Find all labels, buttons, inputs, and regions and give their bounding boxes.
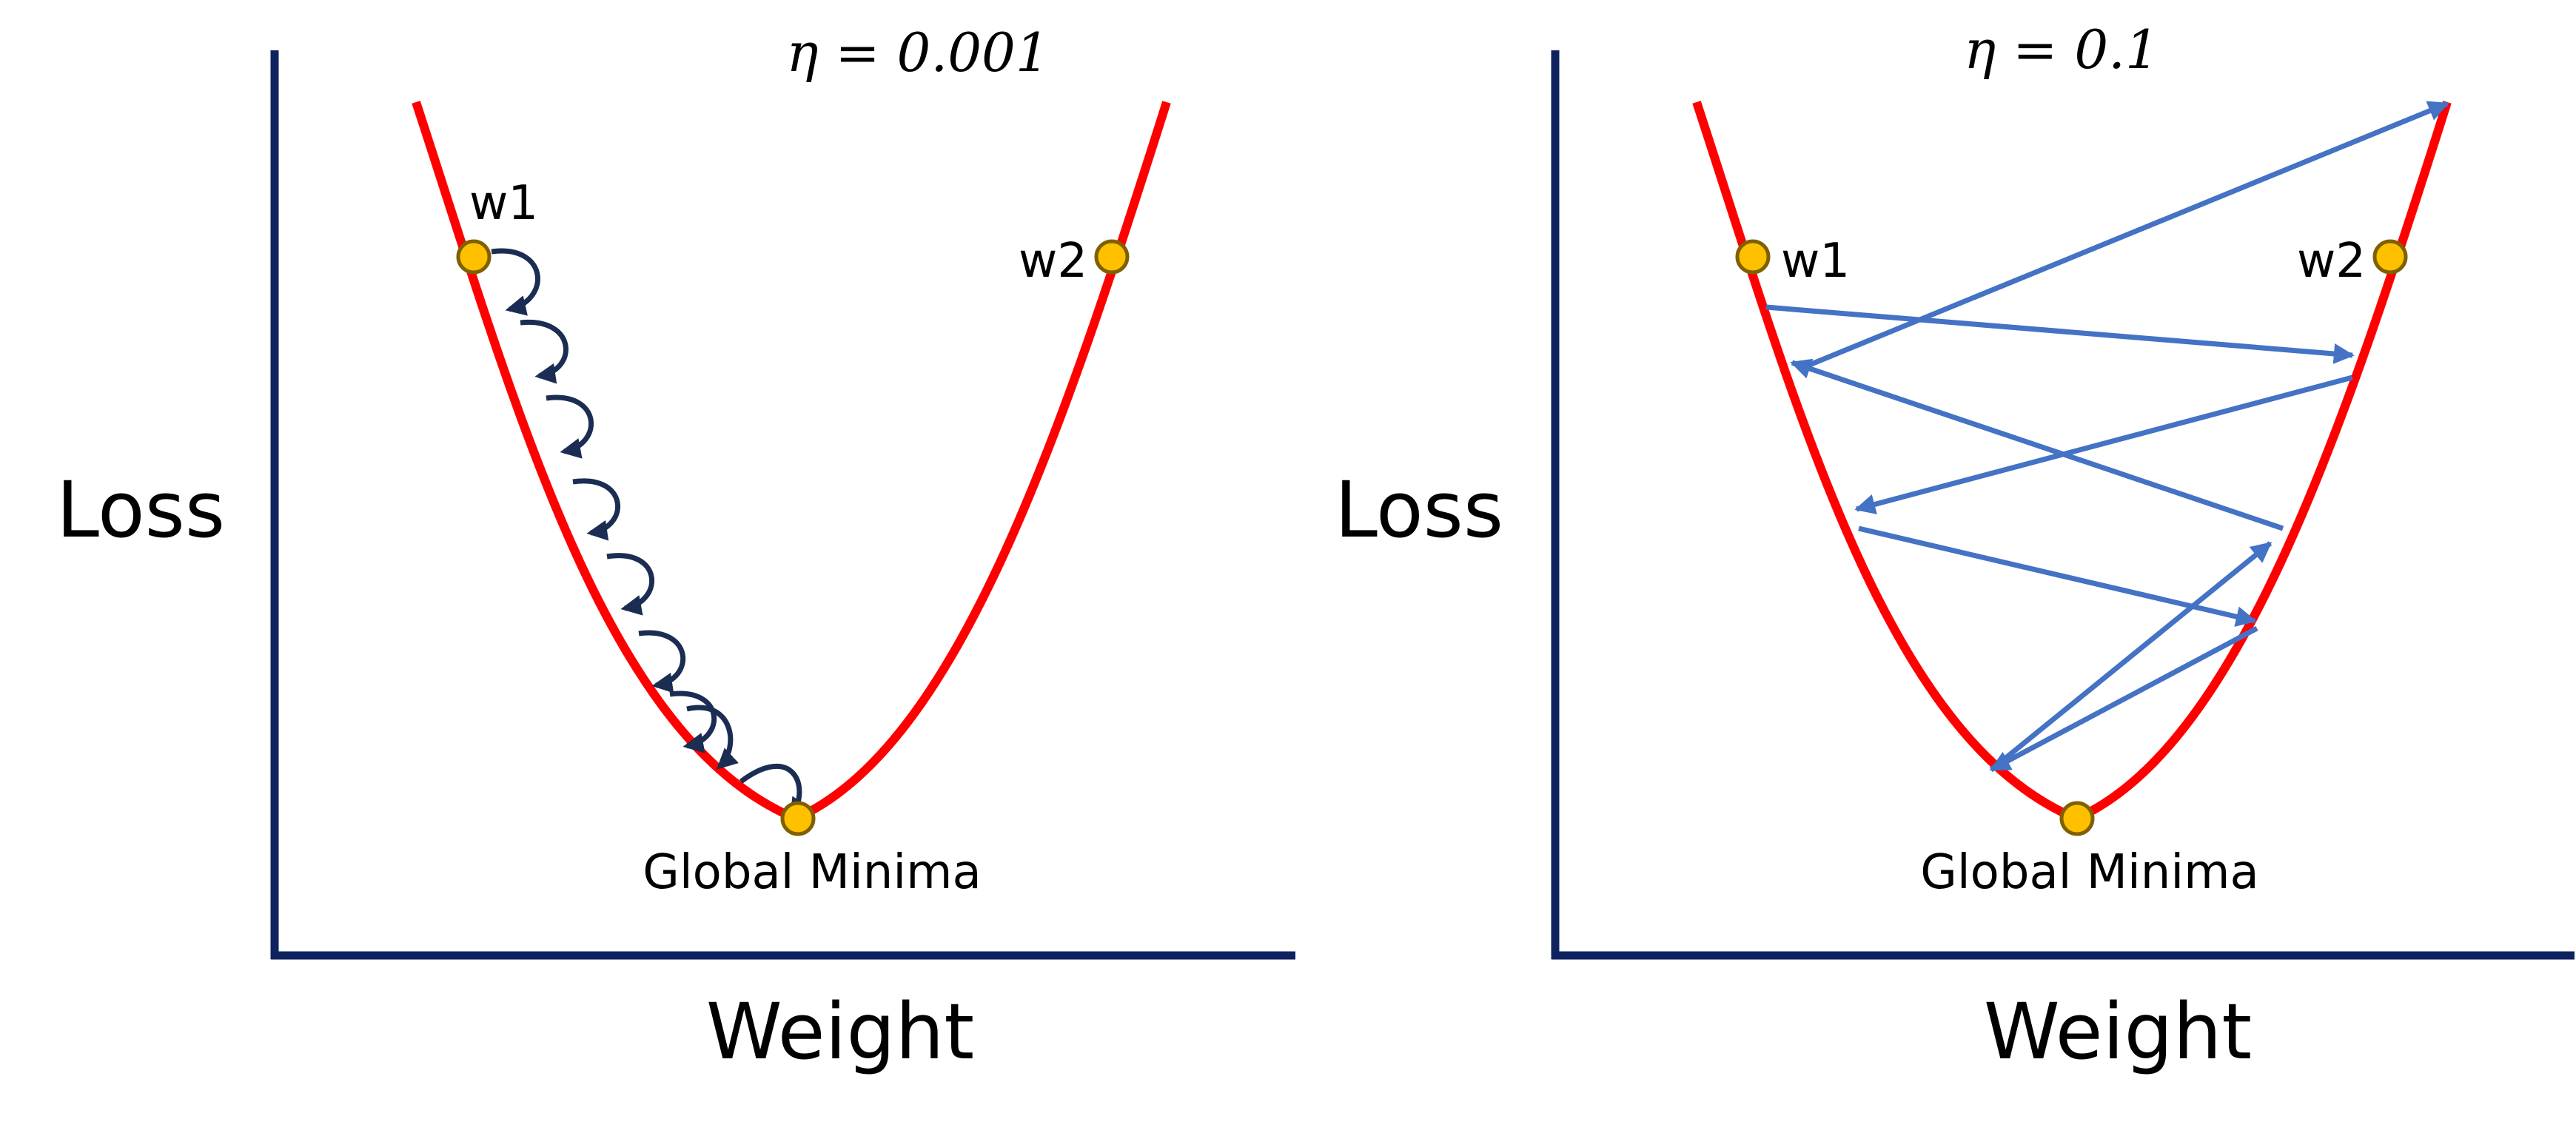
step-arrow xyxy=(1806,101,2449,369)
right-learning-rate-label: η = 0.1 xyxy=(1964,19,2159,81)
right-large-step-arrows xyxy=(1765,101,2449,773)
left-panel: η = 0.001 Loss Weight w1 w2 Global Minim… xyxy=(56,21,1295,1077)
step-arrow xyxy=(546,394,594,459)
right-loss-curve xyxy=(1692,101,2452,824)
right-w2-point xyxy=(2372,239,2408,275)
right-panel: η = 0.1 Loss Weight w1 w2 Global Minima xyxy=(1335,19,2575,1077)
step-arrow xyxy=(638,630,686,693)
left-learning-rate-label: η = 0.001 xyxy=(786,21,1049,84)
left-x-axis-label: Weight xyxy=(706,987,974,1077)
right-w1-label: w1 xyxy=(1781,234,1850,289)
step-arrow xyxy=(1765,304,2355,364)
left-w2-label: w2 xyxy=(1019,234,1087,289)
right-w1-point xyxy=(1735,239,1771,275)
step-arrow xyxy=(572,478,620,541)
step-arrow xyxy=(606,553,654,616)
left-y-axis-label: Loss xyxy=(56,465,225,555)
right-w2-label: w2 xyxy=(2297,234,2366,289)
left-axes xyxy=(270,50,1295,960)
step-arrow xyxy=(1858,525,2257,627)
right-axes xyxy=(1551,50,2575,960)
step-arrow xyxy=(520,319,568,384)
step-arrow xyxy=(1790,358,2284,531)
left-w1-point xyxy=(456,239,492,275)
left-w1-label: w1 xyxy=(469,176,538,231)
right-x-axis-label: Weight xyxy=(1984,987,2252,1077)
left-minimum-point xyxy=(780,801,816,836)
left-small-step-arrows xyxy=(491,248,810,819)
left-minimum-label: Global Minima xyxy=(643,845,981,900)
right-y-axis-label: Loss xyxy=(1335,465,1503,555)
left-w2-point xyxy=(1094,239,1130,275)
right-minimum-label: Global Minima xyxy=(1920,845,2258,900)
step-arrow xyxy=(669,691,717,753)
right-minimum-point xyxy=(2059,801,2095,836)
step-arrow xyxy=(491,248,540,316)
step-arrow xyxy=(1989,625,2258,773)
step-arrow xyxy=(1989,541,2273,772)
step-arrow xyxy=(686,705,739,770)
step-arrow xyxy=(1854,374,2353,515)
